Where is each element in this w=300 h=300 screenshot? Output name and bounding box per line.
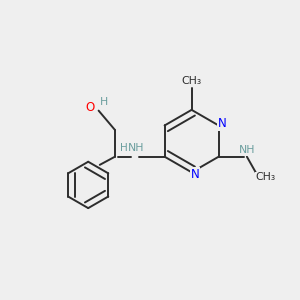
- Text: O: O: [86, 101, 95, 114]
- Text: H: H: [100, 97, 108, 107]
- Text: N: N: [191, 168, 200, 181]
- Text: NH: NH: [128, 143, 144, 153]
- Text: CH₃: CH₃: [182, 76, 202, 86]
- Text: N: N: [218, 117, 226, 130]
- Text: H: H: [120, 143, 128, 153]
- Text: NH: NH: [238, 145, 255, 155]
- Text: CH₃: CH₃: [256, 172, 276, 182]
